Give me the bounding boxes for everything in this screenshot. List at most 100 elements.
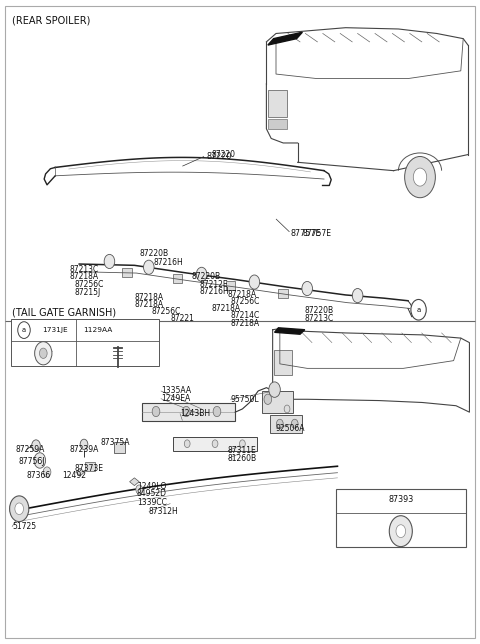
Circle shape	[269, 382, 280, 397]
Circle shape	[302, 281, 312, 296]
Text: 92506A: 92506A	[276, 424, 305, 433]
Text: 87216H: 87216H	[154, 258, 183, 267]
Text: 87220B: 87220B	[139, 249, 168, 258]
Text: 87256C: 87256C	[74, 280, 104, 289]
Text: 87221: 87221	[170, 314, 194, 323]
Circle shape	[196, 267, 207, 281]
Polygon shape	[268, 32, 302, 45]
Circle shape	[35, 342, 52, 365]
Text: 87311E: 87311E	[228, 446, 257, 455]
Bar	[85, 462, 95, 471]
Bar	[173, 437, 257, 451]
Text: (TAIL GATE GARNISH): (TAIL GATE GARNISH)	[12, 308, 116, 318]
Text: 87218A: 87218A	[228, 290, 257, 299]
Bar	[226, 281, 235, 290]
Text: 87312H: 87312H	[149, 507, 179, 516]
Circle shape	[39, 348, 47, 359]
Text: 87757E: 87757E	[302, 229, 331, 238]
Circle shape	[405, 156, 435, 198]
Bar	[278, 289, 288, 298]
Bar	[270, 415, 302, 433]
Text: 87218A: 87218A	[134, 300, 164, 309]
Text: 87756J: 87756J	[18, 457, 45, 466]
Circle shape	[37, 457, 42, 464]
Circle shape	[15, 503, 24, 515]
Circle shape	[104, 254, 115, 269]
Text: 87216H: 87216H	[199, 287, 229, 296]
Circle shape	[10, 496, 29, 522]
Circle shape	[152, 406, 160, 417]
Circle shape	[184, 440, 190, 448]
Text: 87213C: 87213C	[305, 314, 334, 323]
Text: a: a	[22, 327, 26, 333]
Bar	[114, 442, 125, 453]
Circle shape	[396, 525, 406, 538]
Text: 87218A: 87218A	[134, 293, 164, 302]
Circle shape	[212, 440, 218, 448]
Circle shape	[389, 516, 412, 547]
Text: 87218A: 87218A	[70, 272, 99, 281]
Polygon shape	[130, 478, 139, 486]
Circle shape	[352, 289, 363, 303]
Bar	[274, 350, 292, 375]
Text: 87218A: 87218A	[230, 319, 260, 328]
Circle shape	[413, 168, 427, 186]
Text: 87256C: 87256C	[151, 307, 180, 316]
Circle shape	[144, 260, 154, 274]
Text: 84952D: 84952D	[137, 489, 167, 498]
Bar	[142, 402, 235, 421]
Text: 51725: 51725	[12, 522, 36, 531]
Text: 87366: 87366	[26, 471, 51, 480]
Text: 87393: 87393	[388, 495, 413, 504]
Text: 87214C: 87214C	[230, 311, 260, 320]
Circle shape	[276, 419, 283, 428]
Text: 87215J: 87215J	[74, 288, 101, 297]
Text: 87220: 87220	[211, 150, 235, 159]
Text: 87757E: 87757E	[290, 229, 321, 238]
Polygon shape	[275, 328, 305, 334]
Text: 87375A: 87375A	[101, 438, 130, 447]
Text: 1731JE: 1731JE	[42, 327, 67, 333]
Text: 95750L: 95750L	[230, 395, 259, 404]
Bar	[122, 268, 132, 277]
Circle shape	[43, 467, 51, 477]
Text: 1335AA: 1335AA	[161, 386, 191, 395]
Circle shape	[249, 275, 260, 289]
Circle shape	[182, 406, 190, 417]
Text: 87239A: 87239A	[70, 445, 99, 454]
Text: 87256C: 87256C	[230, 297, 260, 306]
Text: 1339CC: 1339CC	[137, 498, 167, 507]
Circle shape	[264, 394, 272, 404]
Text: 1243BH: 1243BH	[180, 409, 210, 418]
Text: 87259A: 87259A	[16, 445, 45, 454]
Text: 1249EA: 1249EA	[161, 394, 190, 403]
Circle shape	[34, 453, 46, 468]
Text: 87373E: 87373E	[74, 464, 103, 473]
Circle shape	[136, 485, 143, 494]
Bar	[268, 119, 287, 129]
Text: 87220B: 87220B	[305, 306, 334, 315]
Circle shape	[18, 322, 30, 339]
Bar	[173, 274, 182, 283]
Circle shape	[411, 299, 426, 320]
Text: a: a	[417, 307, 420, 313]
Text: 87218A: 87218A	[211, 304, 240, 313]
Circle shape	[291, 419, 298, 428]
Circle shape	[240, 440, 245, 448]
Circle shape	[213, 406, 221, 417]
Circle shape	[32, 440, 40, 451]
Text: (REAR SPOILER): (REAR SPOILER)	[12, 15, 90, 26]
Bar	[262, 391, 293, 413]
Bar	[268, 90, 287, 117]
Bar	[336, 489, 466, 547]
Text: 87212E: 87212E	[199, 280, 228, 289]
Text: 12492: 12492	[62, 471, 86, 480]
Polygon shape	[76, 468, 84, 476]
Bar	[11, 319, 159, 366]
Text: 1129AA: 1129AA	[83, 327, 112, 333]
Text: 81260B: 81260B	[228, 454, 257, 463]
Circle shape	[80, 439, 88, 450]
Text: 1249LQ: 1249LQ	[137, 482, 166, 491]
Text: 87220B: 87220B	[192, 272, 221, 281]
Text: 87213C: 87213C	[70, 265, 99, 274]
